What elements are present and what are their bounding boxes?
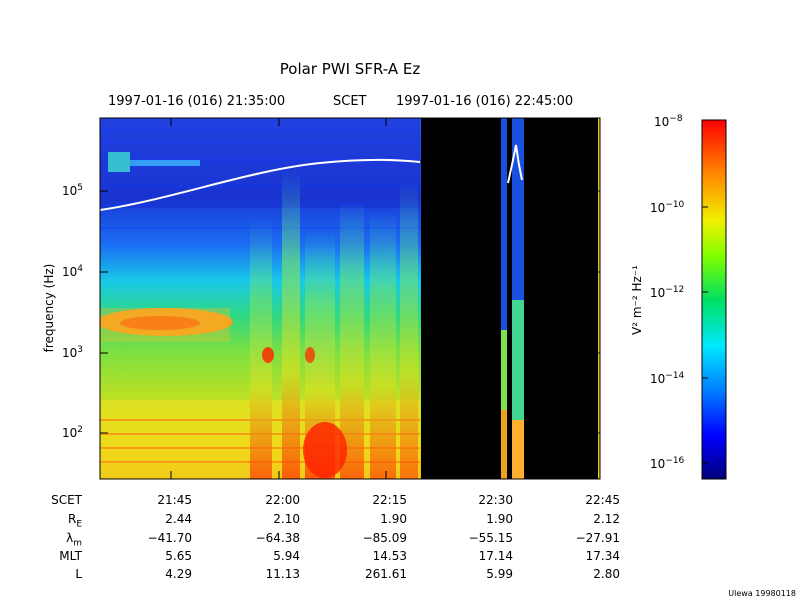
ephem-lambda-value: −64.38 xyxy=(255,531,300,545)
ephem-lambda-value: −41.70 xyxy=(147,531,192,545)
ephem-l-value: 5.99 xyxy=(486,567,513,581)
footer-credit: Ulewa 19980118 xyxy=(728,589,796,598)
chart-title: Polar PWI SFR-A Ez xyxy=(279,60,421,78)
y-tick-label: 102 xyxy=(62,425,84,440)
ephem-re-value: 2.44 xyxy=(165,512,192,526)
colorbar-tick-label: 10−14 xyxy=(650,371,685,386)
x-axis-ticks xyxy=(170,118,494,479)
ephem-label-lambda: λm xyxy=(66,531,82,549)
ephem-scet-value: 21:45 xyxy=(157,493,192,507)
ephem-mlt-value: 17.14 xyxy=(478,549,513,563)
colorbar-tick-label: 10−12 xyxy=(650,285,685,300)
ephem-l-value: 4.29 xyxy=(165,567,192,581)
ephem-label-l: L xyxy=(75,567,82,581)
ephem-scet-value: 22:45 xyxy=(585,493,620,507)
plot-frame xyxy=(99,117,601,480)
ephem-mlt-value: 17.34 xyxy=(585,549,620,563)
cyclotron-line xyxy=(100,158,421,211)
colorbar-ticks xyxy=(702,119,708,464)
header-start-time: 1997-01-16 (016) 21:35:00 xyxy=(108,94,286,109)
colorbar-label: V² m⁻² Hz⁻¹ xyxy=(630,265,644,335)
ephem-mlt-value: 5.94 xyxy=(273,549,300,563)
colorbar-tick-label: 10−16 xyxy=(650,456,685,471)
y-tick-label: 105 xyxy=(62,183,84,198)
ephem-re-value: 1.90 xyxy=(380,512,407,526)
ephem-label-scet: SCET xyxy=(51,493,82,507)
y-axis-label: frequency (Hz) xyxy=(42,263,56,353)
ephem-lambda-value: −55.15 xyxy=(468,531,513,545)
y-tick-label: 104 xyxy=(62,264,84,279)
ephem-scet-value: 22:15 xyxy=(372,493,407,507)
ephem-label-re: RE xyxy=(67,512,82,530)
y-axis-ticks xyxy=(100,190,600,434)
y-tick-label: 103 xyxy=(62,345,84,360)
ephem-mlt-value: 5.65 xyxy=(165,549,192,563)
colorbar xyxy=(701,119,727,480)
ephem-mlt-value: 14.53 xyxy=(372,549,407,563)
ephem-re-value: 1.90 xyxy=(486,512,513,526)
header-scet: SCET xyxy=(333,94,367,109)
header-end-time: 1997-01-16 (016) 22:45:00 xyxy=(396,94,574,109)
ephem-l-value: 2.80 xyxy=(593,567,620,581)
ephem-l-value: 11.13 xyxy=(265,567,300,581)
ephem-re-value: 2.12 xyxy=(593,512,620,526)
spectrogram-image xyxy=(100,118,600,479)
ephem-lambda-value: −27.91 xyxy=(575,531,620,545)
ephem-l-value: 261.61 xyxy=(365,567,407,581)
colorbar-tick-label: 10−8 xyxy=(654,114,683,129)
ephem-label-mlt: MLT xyxy=(59,549,82,563)
ephem-lambda-value: −85.09 xyxy=(362,531,407,545)
ephem-scet-value: 22:00 xyxy=(265,493,300,507)
colorbar-tick-label: 10−10 xyxy=(650,200,685,215)
ephem-re-value: 2.10 xyxy=(273,512,300,526)
ephem-scet-value: 22:30 xyxy=(478,493,513,507)
